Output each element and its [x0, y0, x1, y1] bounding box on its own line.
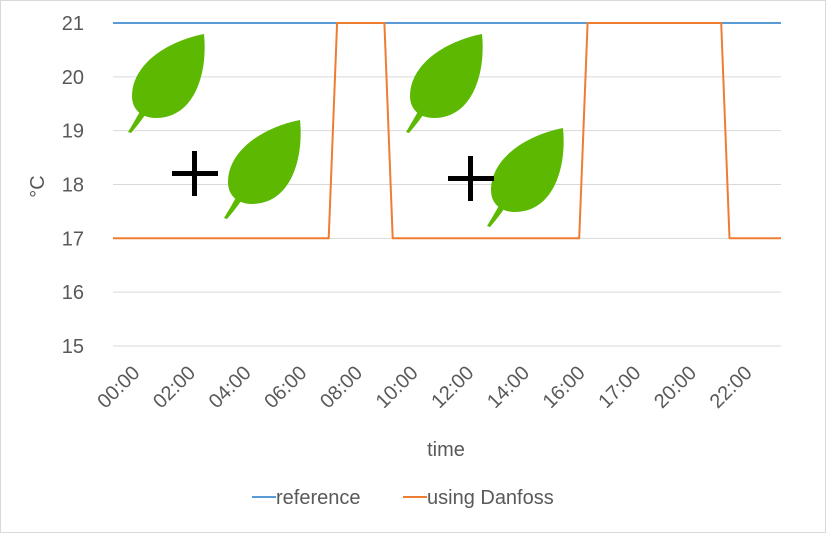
- x-tick-label: 20:00: [650, 362, 701, 413]
- x-tick-label: 04:00: [205, 362, 256, 413]
- y-tick-label: 15: [62, 336, 84, 358]
- leaf-icon: [406, 34, 483, 133]
- x-tick-label: 12:00: [427, 362, 478, 413]
- x-tick-label: 00:00: [93, 362, 144, 413]
- plus-icon: [172, 151, 218, 196]
- leaf-icon: [224, 120, 301, 219]
- plus-icon: [448, 156, 494, 201]
- y-tick-label: 16: [62, 282, 84, 304]
- y-tick-label: 19: [62, 121, 84, 143]
- y-tick-label: 20: [62, 67, 84, 89]
- x-tick-label: 16:00: [539, 362, 590, 413]
- legend: reference using Danfoss: [252, 487, 554, 509]
- y-tick-labels: 15 16 17 18 19 20 21: [62, 13, 84, 358]
- leaf-icon: [487, 128, 564, 227]
- x-tick-label: 08:00: [316, 362, 367, 413]
- y-tick-label: 21: [62, 13, 84, 35]
- x-tick-label: 14:00: [483, 362, 534, 413]
- x-axis-title: time: [427, 439, 465, 461]
- x-tick-label: 06:00: [260, 362, 311, 413]
- legend-label: using Danfoss: [427, 487, 554, 509]
- x-tick-label: 22:00: [706, 362, 757, 413]
- x-tick-label: 10:00: [372, 362, 423, 413]
- leaf-icon: [128, 34, 205, 133]
- y-axis-title: °C: [27, 175, 49, 197]
- x-tick-label: 17:00: [594, 362, 645, 413]
- y-tick-label: 17: [62, 228, 84, 250]
- x-tick-label: 02:00: [149, 362, 200, 413]
- x-tick-labels: 00:00 02:00 04:00 06:00 08:00 10:00 12:00 14:00…: [93, 362, 756, 413]
- leaf-decorations: [128, 34, 564, 227]
- legend-label: reference: [276, 487, 361, 509]
- series-lines: [113, 22, 781, 240]
- series-line-using-danfoss: [113, 22, 781, 240]
- y-tick-label: 18: [62, 175, 84, 197]
